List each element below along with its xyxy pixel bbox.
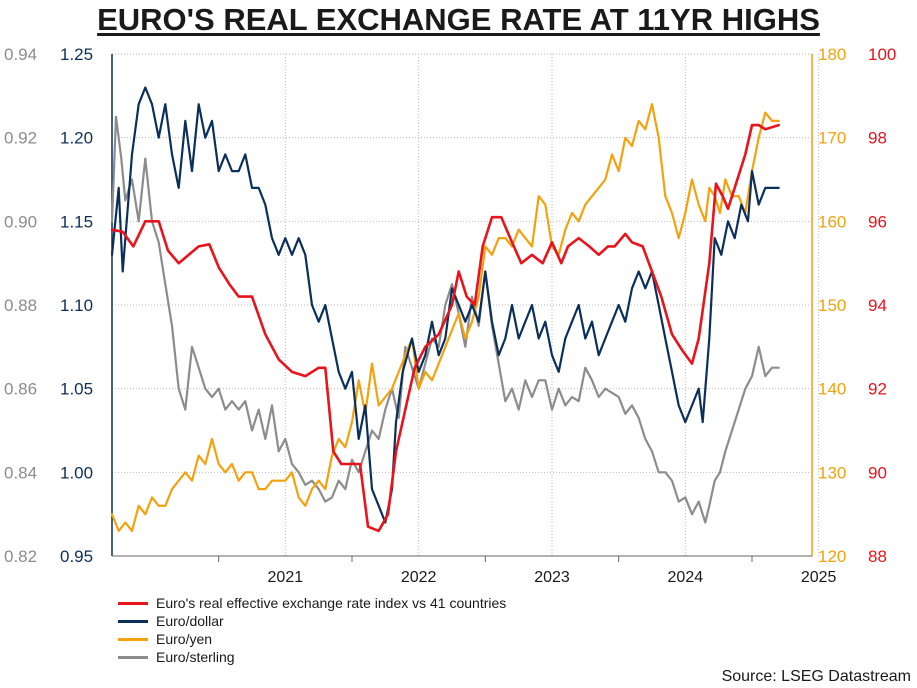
- legend-swatch-euro-dollar: [118, 619, 148, 623]
- legend-label-euro-dollar: Euro/dollar: [156, 613, 224, 629]
- tick-label: 0.94: [4, 45, 37, 64]
- x-tick-label: 2022: [401, 569, 437, 586]
- tick-label: 150: [818, 296, 846, 315]
- series-line-3: [110, 115, 780, 524]
- tick-label: 0.86: [4, 380, 37, 399]
- legend-swatch-euro-yen: [118, 637, 148, 641]
- tick-label: 170: [818, 129, 846, 148]
- series-line-0: [110, 123, 780, 533]
- chart-title: EURO'S REAL EXCHANGE RATE AT 11YR HIGHS: [97, 2, 820, 37]
- tick-label: 88: [868, 547, 887, 566]
- series-line-1: [110, 86, 780, 524]
- axis-far-right: 88 90 92 94 96 98 100: [868, 45, 896, 566]
- plot-border: [111, 54, 813, 557]
- tick-label: 0.90: [4, 212, 37, 231]
- gridlines: [112, 53, 820, 557]
- tick-label: 140: [818, 380, 846, 399]
- series-line-2: [110, 103, 780, 532]
- axis-left: 0.95 1.00 1.05 1.10 1.15 1.20 1.25: [60, 45, 93, 566]
- tick-label: 98: [868, 129, 887, 148]
- axis-right: 120 130 140 150 160 170 180: [818, 45, 846, 566]
- tick-label: 130: [818, 463, 846, 482]
- tick-label: 0.84: [4, 463, 37, 482]
- tick-label: 96: [868, 212, 887, 231]
- legend-label-euro-yen: Euro/yen: [156, 631, 213, 647]
- x-axis: 2021 2022 2023 2024 2025: [218, 556, 837, 586]
- tick-label: 92: [868, 380, 887, 399]
- axis-far-left: 0.82 0.84 0.86 0.88 0.90 0.92 0.94: [4, 45, 37, 566]
- series-lines: [110, 86, 780, 533]
- source-note: Source: LSEG Datastream: [721, 668, 911, 685]
- tick-label: 100: [868, 45, 896, 64]
- tick-label: 0.95: [60, 547, 93, 566]
- tick-label: 90: [868, 463, 887, 482]
- x-tick-label: 2021: [268, 569, 304, 586]
- tick-label: 1.05: [60, 380, 93, 399]
- tick-label: 160: [818, 212, 846, 231]
- tick-label: 0.88: [4, 296, 37, 315]
- tick-label: 94: [868, 296, 887, 315]
- legend-item-euro-dollar: Euro/dollar: [118, 612, 506, 630]
- x-tick-label: 2025: [801, 569, 837, 586]
- tick-label: 180: [818, 45, 846, 64]
- tick-label: 1.20: [60, 129, 93, 148]
- tick-label: 0.92: [4, 129, 37, 148]
- x-tick-label: 2024: [668, 569, 704, 586]
- tick-label: 120: [818, 547, 846, 566]
- legend-swatch-euro-sterling: [118, 655, 148, 659]
- tick-label: 1.10: [60, 296, 93, 315]
- tick-label: 1.00: [60, 463, 93, 482]
- x-tick-label: 2023: [534, 569, 570, 586]
- legend-item-euro-sterling: Euro/sterling: [118, 648, 506, 666]
- legend: Euro's real effective exchange rate inde…: [118, 594, 506, 666]
- tick-label: 1.15: [60, 212, 93, 231]
- legend-label-euro-sterling: Euro/sterling: [156, 649, 235, 665]
- legend-swatch-reer: [118, 601, 148, 605]
- tick-label: 1.25: [60, 45, 93, 64]
- legend-item-euro-yen: Euro/yen: [118, 630, 506, 648]
- legend-label-reer: Euro's real effective exchange rate inde…: [156, 595, 507, 611]
- legend-item-reer: Euro's real effective exchange rate inde…: [118, 594, 506, 612]
- tick-label: 0.82: [4, 547, 37, 566]
